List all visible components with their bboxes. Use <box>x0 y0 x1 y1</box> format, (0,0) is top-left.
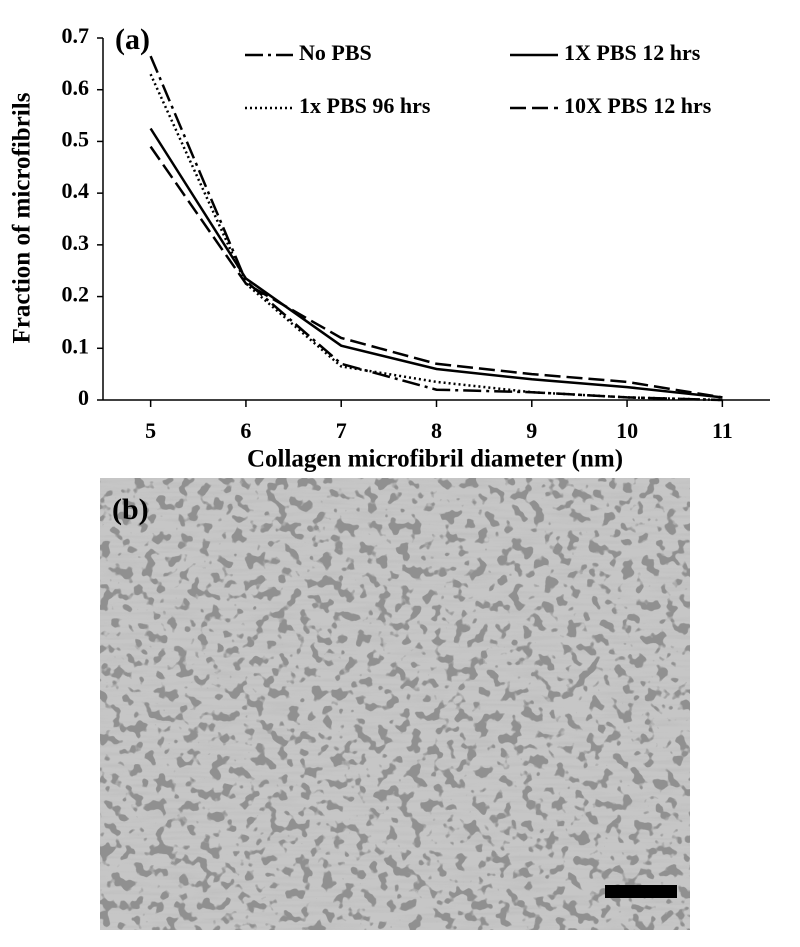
legend-label: 10X PBS 12 hrs <box>564 93 712 118</box>
legend-label: 1X PBS 12 hrs <box>564 40 701 65</box>
y-tick-label: 0 <box>78 385 89 410</box>
legend-label: 1x PBS 96 hrs <box>299 93 431 118</box>
x-tick-label: 5 <box>145 418 156 443</box>
y-axis-title: Fraction of microfibrils <box>9 92 36 343</box>
legend-label: No PBS <box>299 40 372 65</box>
series-line <box>149 145 723 399</box>
x-tick-label: 6 <box>240 418 251 443</box>
y-tick-label: 0.7 <box>62 23 90 48</box>
series-line <box>149 55 723 402</box>
x-axis-title: Collagen microfibril diameter (nm) <box>247 446 623 473</box>
micrograph-particles <box>100 478 690 930</box>
y-tick-label: 0.2 <box>62 282 90 307</box>
chart: (a) Collagen microfibril diameter (nm) F… <box>9 23 770 473</box>
panel-label: (b) <box>112 493 149 526</box>
x-tick-label: 11 <box>712 418 733 443</box>
panel-label: (a) <box>115 23 150 56</box>
series-line <box>149 127 723 399</box>
x-tick-label: 8 <box>431 418 442 443</box>
y-tick-label: 0.5 <box>62 126 90 151</box>
x-tick-label: 9 <box>526 418 537 443</box>
x-tick-label: 7 <box>336 418 347 443</box>
y-tick-label: 0.6 <box>62 75 90 100</box>
y-tick-label: 0.4 <box>62 178 90 203</box>
x-tick-label: 10 <box>616 418 638 443</box>
y-tick-label: 0.3 <box>62 230 90 255</box>
series-line <box>149 73 723 402</box>
micrograph: (b) <box>100 478 690 930</box>
scale-bar <box>605 885 677 898</box>
y-tick-label: 0.1 <box>62 333 90 358</box>
